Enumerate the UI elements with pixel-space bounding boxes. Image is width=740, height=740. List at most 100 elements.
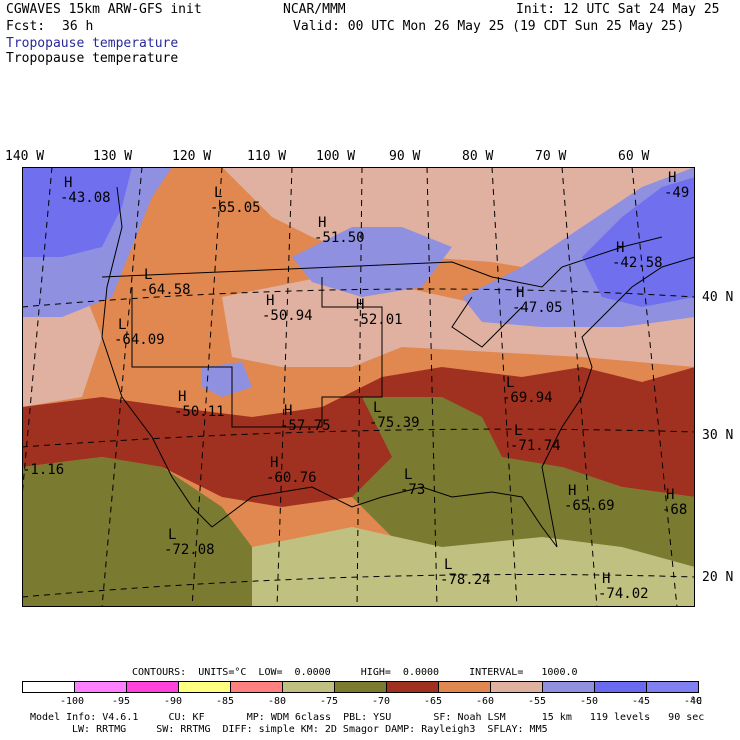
longitude-label: 70 W <box>535 149 567 164</box>
low-marker: L <box>144 267 152 283</box>
colorbar-tick-label: -45 <box>632 696 651 707</box>
gulf-coastline <box>211 486 558 548</box>
latitude-label: 30 N <box>702 428 734 443</box>
extremum-value: -51.50 <box>314 230 365 246</box>
map-frame <box>22 167 695 607</box>
gridline-70w <box>561 167 598 607</box>
extremum-value: -64.09 <box>114 332 165 348</box>
longitude-label: 110 W <box>247 149 287 164</box>
extremum-value: -52.01 <box>352 312 403 328</box>
high-marker: H <box>318 215 326 231</box>
extremum-value: -68 <box>662 502 687 518</box>
high-marker: H <box>666 487 674 503</box>
extremum-value: -1.16 <box>22 462 64 478</box>
colorbar-tick-label: -40 <box>684 696 703 707</box>
west-coastline <box>101 186 213 528</box>
field-fill-band-50-utah <box>202 362 252 397</box>
colorbar-tick-label: -85 <box>216 696 235 707</box>
tropopause-temperature-map: H-43.08 L-65.05H-51.50H-49L-64.58H-42.58L… <box>22 167 695 607</box>
colorbar-swatch <box>282 681 335 693</box>
high-marker: H <box>602 571 610 587</box>
high-marker: H <box>270 455 278 471</box>
model-info-line1: Model Info: V4.6.1 CU: KF MP: WDM 6class… <box>30 712 705 723</box>
high-marker: H <box>64 175 72 191</box>
extremum-value: -42.58 <box>612 255 663 271</box>
extremum-value: -50.94 <box>262 308 313 324</box>
colorbar-tick-label: -100 <box>60 696 85 707</box>
gridline-90w <box>426 167 438 607</box>
great-lakes <box>451 296 523 348</box>
field-fill-band-45-east <box>582 177 695 307</box>
colorbar-tick-label: -95 <box>112 696 131 707</box>
colorbar-tick-label: -80 <box>268 696 287 707</box>
extremum-value: -69.94 <box>502 390 553 406</box>
field-title-primary: Tropopause temperature <box>6 36 179 51</box>
colorbar-tick-label: -60 <box>476 696 495 707</box>
low-marker: L <box>214 185 222 201</box>
field-fill-band-55b <box>222 277 695 367</box>
init-time: Init: 12 UTC Sat 24 May 25 <box>516 2 720 17</box>
high-marker: H <box>568 483 576 499</box>
extremum-value: -74.02 <box>598 586 649 602</box>
colorbar-swatch <box>334 681 387 693</box>
colorbar-swatch <box>542 681 595 693</box>
high-marker: H <box>616 240 624 256</box>
state-borders <box>131 277 383 428</box>
high-marker: H <box>178 389 186 405</box>
extremum-value: -47.05 <box>512 300 563 316</box>
colorbar-swatch <box>646 681 699 693</box>
extremum-value: -78.24 <box>440 572 491 588</box>
gridline-100w <box>356 167 363 607</box>
extremum-value: -72.08 <box>164 542 215 558</box>
extremum-value: -71.74 <box>510 438 561 454</box>
gridline-120w <box>191 167 223 607</box>
field-fill-band-50-plains <box>292 227 452 297</box>
latitude-label: 20 N <box>702 570 734 585</box>
longitude-label: 100 W <box>316 149 356 164</box>
gridline-60w <box>631 167 678 607</box>
longitude-label: 90 W <box>389 149 421 164</box>
high-marker: H <box>356 297 364 313</box>
gridline-110w <box>276 167 293 607</box>
organization: NCAR/MMM <box>283 2 346 17</box>
low-marker: L <box>514 423 522 439</box>
field-fill-band-75 <box>252 527 695 607</box>
colorbar-swatch <box>386 681 439 693</box>
extremum-value: -73 <box>400 482 425 498</box>
gridline-130w <box>101 167 143 607</box>
contour-info: CONTOURS: UNITS=°C LOW= 0.0000 HIGH= 0.0… <box>132 667 578 678</box>
high-marker: H <box>284 403 292 419</box>
colorbar-swatch <box>230 681 283 693</box>
extremum-value: -75.39 <box>369 415 420 431</box>
longitude-label: 120 W <box>172 149 212 164</box>
colorbar-tick-label: -50 <box>580 696 599 707</box>
east-coastline <box>541 256 695 548</box>
forecast-hour: 36 h <box>62 19 94 34</box>
longitude-label: 130 W <box>93 149 133 164</box>
low-marker: L <box>168 527 176 543</box>
model-title: CGWAVES 15km ARW-GFS init <box>6 2 202 17</box>
extremum-value: -65.69 <box>564 498 615 514</box>
high-marker: H <box>668 170 676 186</box>
extremum-value: -43.08 <box>60 190 111 206</box>
valid-time: Valid: 00 UTC Mon 26 May 25 (19 CDT Sun … <box>293 19 685 34</box>
colorbar-swatch <box>74 681 127 693</box>
canada-us-border <box>101 236 663 288</box>
field-title-secondary: Tropopause temperature <box>6 51 179 66</box>
colorbar-swatch <box>438 681 491 693</box>
high-marker: H <box>266 293 274 309</box>
colorbar-tick-label: -75 <box>320 696 339 707</box>
extremum-value: -49 <box>664 185 689 201</box>
colorbar-tick-label: -55 <box>528 696 547 707</box>
extremum-value: -64.58 <box>140 282 191 298</box>
colorbar-tick-label: -70 <box>372 696 391 707</box>
low-marker: L <box>506 375 514 391</box>
high-marker: H <box>516 285 524 301</box>
colorbar-swatch <box>490 681 543 693</box>
gridline-140w <box>22 167 53 503</box>
low-marker: L <box>404 467 412 483</box>
extremum-value: -57.75 <box>280 418 331 434</box>
forecast-label: Fcst: <box>6 19 46 34</box>
extremum-value: -60.76 <box>266 470 317 486</box>
colorbar-tick-label: -90 <box>164 696 183 707</box>
